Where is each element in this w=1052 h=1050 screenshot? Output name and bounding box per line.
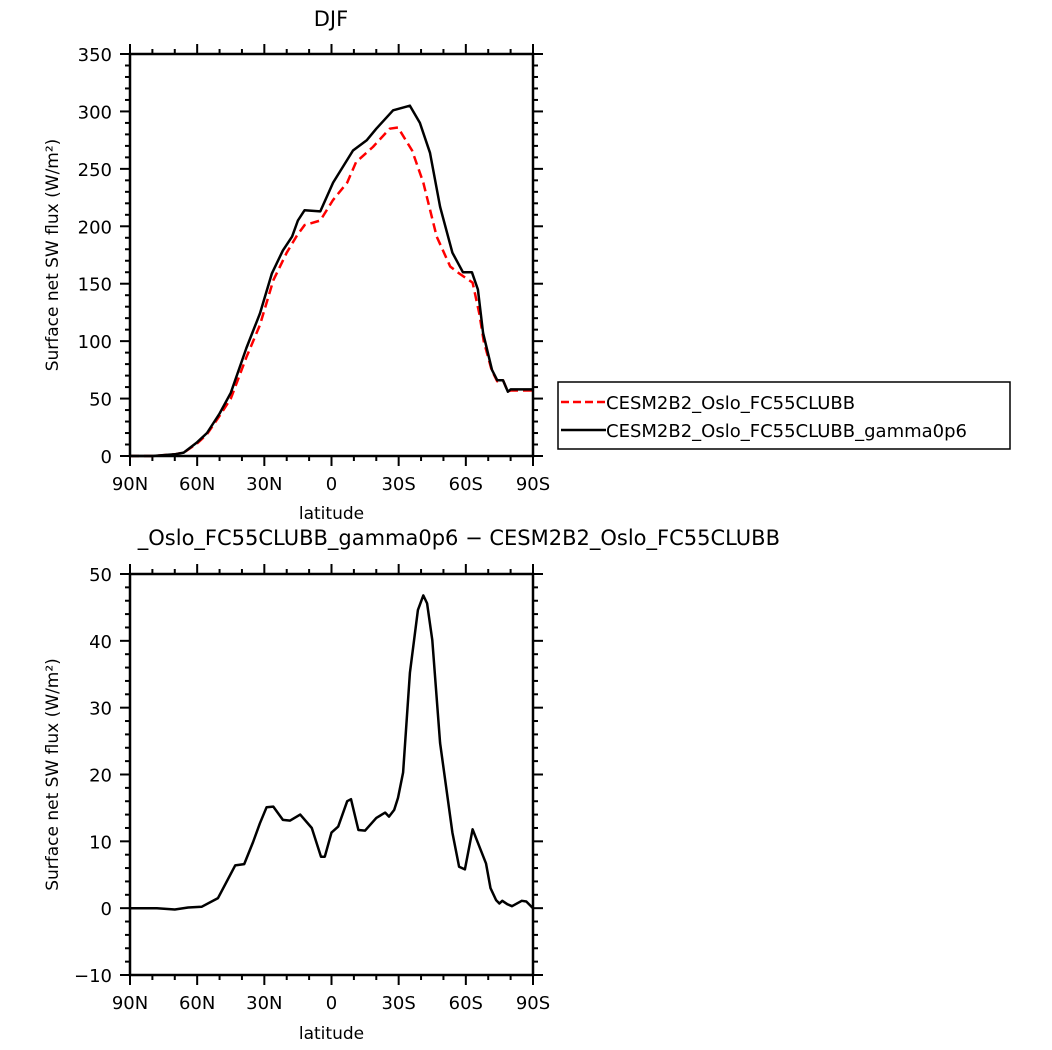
x-tick-label: 30S xyxy=(381,474,415,495)
y-tick-label: 50 xyxy=(89,390,112,411)
y-axis-label: Surface net SW flux (W/m²) xyxy=(43,139,63,372)
y-tick-label: 30 xyxy=(89,699,112,720)
legend-label: CESM2B2_Oslo_FC55CLUBB_gamma0p6 xyxy=(606,421,967,442)
y-tick-label: 40 xyxy=(89,632,112,653)
x-axis-label: latitude xyxy=(299,504,364,524)
y-tick-label: 20 xyxy=(89,766,112,787)
x-tick-label: 30N xyxy=(246,993,282,1014)
y-tick-label: −10 xyxy=(74,966,112,987)
x-tick-label: 90S xyxy=(516,474,550,495)
x-tick-label: 30N xyxy=(246,474,282,495)
x-tick-label: 0 xyxy=(326,993,337,1014)
x-tick-label: 60S xyxy=(449,474,483,495)
x-tick-label: 30S xyxy=(381,993,415,1014)
y-tick-label: 300 xyxy=(78,102,112,123)
y-tick-label: 0 xyxy=(101,447,112,468)
y-tick-label: 50 xyxy=(89,565,112,586)
x-tick-label: 60N xyxy=(179,474,215,495)
series-line-1 xyxy=(130,594,534,911)
y-tick-label: 250 xyxy=(78,160,112,181)
legend-label: CESM2B2_Oslo_FC55CLUBB xyxy=(606,393,855,414)
x-tick-label: 90S xyxy=(516,993,550,1014)
legend-box xyxy=(557,381,1011,450)
legend: CESM2B2_Oslo_FC55CLUBB CESM2B2_Oslo_FC55C… xyxy=(557,381,1011,450)
y-tick-label: 100 xyxy=(78,332,112,353)
y-tick-label: 200 xyxy=(78,217,112,238)
x-tick-label: 60S xyxy=(449,993,483,1014)
y-tick-label: 150 xyxy=(78,275,112,296)
chart-title: DJF xyxy=(314,7,348,31)
x-tick-label: 90N xyxy=(112,993,148,1014)
y-tick-label: 350 xyxy=(78,45,112,66)
series-line-1 xyxy=(130,126,533,458)
x-tick-label: 90N xyxy=(112,474,148,495)
chart-panel-2: _Oslo_FC55CLUBB_gamma0p6 − CESM2B2_Oslo_… xyxy=(43,526,780,1044)
x-tick-label: 0 xyxy=(326,474,337,495)
x-axis-label: latitude xyxy=(299,1024,364,1044)
x-tick-label: 60N xyxy=(179,993,215,1014)
y-axis-label: Surface net SW flux (W/m²) xyxy=(43,658,63,891)
chart-panel-1: DJF 90N 60N 30N 0 30S 60S 90S 0 50 100 150 200 250 300… xyxy=(43,7,550,524)
plot-frame xyxy=(128,572,535,977)
y-tick-label: 10 xyxy=(89,832,112,853)
series-line-2 xyxy=(130,104,533,458)
chart-title: _Oslo_FC55CLUBB_gamma0p6 − CESM2B2_Oslo_… xyxy=(137,526,780,551)
y-tick-label: 0 xyxy=(101,899,112,920)
plot-frame xyxy=(128,52,535,458)
